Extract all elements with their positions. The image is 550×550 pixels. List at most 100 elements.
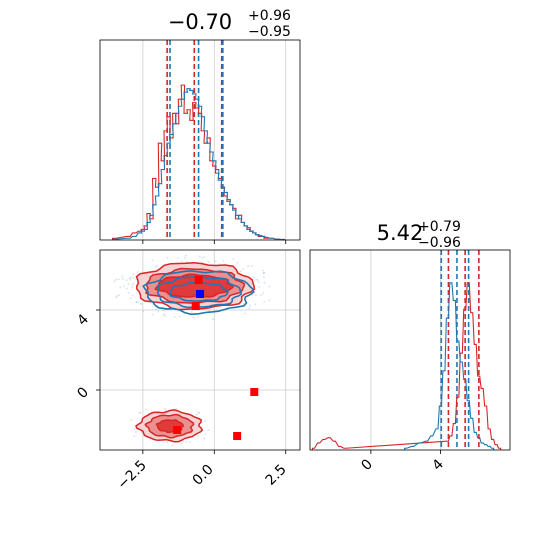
- axes-frame: [309, 249, 511, 451]
- sample-point: [140, 431, 143, 434]
- sample-point: [263, 281, 266, 284]
- sample-point: [262, 269, 265, 272]
- sample-point: [201, 257, 204, 259]
- sample-point: [126, 287, 128, 290]
- sample-point: [189, 441, 191, 444]
- sample-point: [207, 429, 210, 432]
- title-upper-err: +0.96: [248, 8, 291, 24]
- panel-marginal-y: 5.42 +0.79 −0.96 0 4: [309, 219, 511, 474]
- y-tick-label: 4: [74, 311, 92, 329]
- sample-point: [192, 316, 194, 319]
- sample-point: [257, 281, 260, 284]
- sample-point: [180, 259, 183, 262]
- sample-point: [253, 276, 255, 279]
- marker-square: [191, 302, 200, 310]
- x-tick-label: 0: [358, 456, 376, 474]
- sample-point: [119, 286, 122, 289]
- sample-point: [129, 276, 132, 279]
- tick-marks: [370, 450, 441, 454]
- tick-marks: [142, 240, 287, 244]
- histogram-line: [404, 282, 495, 450]
- sample-point: [123, 285, 126, 288]
- sample-point: [180, 442, 183, 445]
- sample-point: [164, 409, 167, 412]
- histogram-series: [112, 84, 286, 241]
- contour-series: [135, 262, 256, 443]
- sample-point: [197, 435, 199, 438]
- sample-point: [137, 271, 139, 273]
- sample-point: [262, 272, 265, 275]
- y-tick-label: 0: [74, 384, 92, 402]
- sample-point: [157, 310, 160, 313]
- sample-point: [145, 408, 148, 411]
- sample-point: [182, 440, 184, 443]
- contour-blue: [169, 281, 229, 302]
- sample-point: [132, 273, 134, 276]
- sample-point: [260, 294, 263, 296]
- sample-point: [125, 279, 128, 282]
- sample-point: [239, 270, 242, 273]
- sample-point: [186, 260, 188, 263]
- marker-square: [233, 432, 242, 440]
- title-lower-err: −0.96: [418, 235, 461, 251]
- grid-lines: [142, 40, 287, 240]
- contour-blue: [156, 276, 243, 309]
- sample-point: [166, 256, 169, 259]
- sample-point: [268, 299, 271, 302]
- sample-point: [236, 261, 239, 264]
- sample-point: [131, 286, 134, 289]
- grid-lines: [370, 250, 441, 450]
- marker-square: [194, 276, 203, 284]
- sample-point: [242, 268, 244, 271]
- sample-point: [256, 279, 259, 281]
- sample-point: [197, 411, 200, 414]
- title-median: 5.42: [377, 221, 424, 245]
- sample-point: [262, 291, 265, 294]
- sample-point: [185, 441, 188, 443]
- sample-point: [151, 259, 154, 262]
- sample-point: [184, 254, 187, 257]
- contour-blue: [142, 270, 255, 316]
- sample-point: [117, 278, 120, 281]
- sample-point: [258, 285, 261, 288]
- title-y: 5.42: [377, 221, 424, 245]
- marker-square: [173, 426, 182, 434]
- sample-point: [121, 275, 124, 278]
- sample-point: [129, 278, 132, 281]
- x-tick-label: 0.0: [190, 462, 217, 489]
- sample-point: [139, 411, 142, 414]
- sample-point: [118, 294, 120, 297]
- sample-point: [175, 407, 178, 410]
- sample-point: [268, 285, 271, 288]
- sample-point: [164, 314, 166, 317]
- sample-point: [193, 317, 196, 320]
- marker-square: [250, 388, 259, 396]
- panel-joint: −2.5 0.0 2.5 4 0: [74, 249, 301, 493]
- sample-point: [132, 282, 135, 285]
- marker-square: [196, 290, 204, 298]
- sample-point: [177, 257, 179, 259]
- sample-point: [113, 280, 116, 283]
- sample-point: [203, 256, 205, 258]
- sample-point: [198, 255, 201, 258]
- title-upper-err: +0.79: [418, 219, 461, 235]
- sample-point: [139, 302, 142, 305]
- sample-point: [115, 296, 117, 299]
- sample-point: [183, 256, 186, 259]
- sample-point: [197, 316, 200, 319]
- sample-point: [263, 275, 265, 278]
- sample-point: [250, 265, 253, 267]
- sample-point: [251, 293, 254, 296]
- sample-point: [127, 291, 130, 294]
- sample-point: [254, 303, 257, 306]
- markers: [173, 276, 259, 440]
- sample-point: [116, 295, 119, 297]
- sample-point: [248, 304, 251, 307]
- sample-point: [178, 315, 181, 318]
- sample-point: [115, 278, 118, 281]
- sample-point: [203, 437, 206, 440]
- sample-point: [127, 283, 130, 286]
- axes-frame: [99, 249, 301, 451]
- sample-point: [151, 313, 154, 316]
- sample-point: [137, 301, 139, 304]
